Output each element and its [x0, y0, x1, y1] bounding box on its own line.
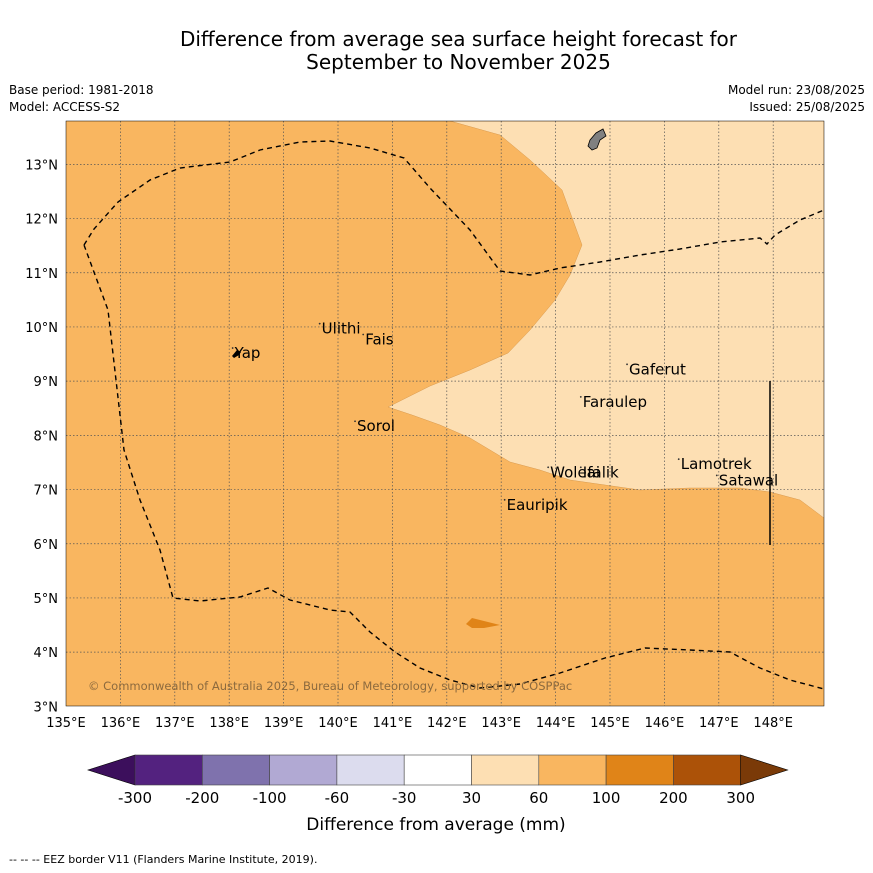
place-label: Eauripik [507, 496, 568, 514]
base-period: Base period: 1981-2018 [9, 83, 154, 97]
colorbar-segment [269, 754, 338, 786]
colorbar-segment [134, 754, 203, 786]
latitude-tick-label: 3°N [34, 700, 59, 715]
map-frame [65, 120, 825, 707]
longitude-labels: 135°E 136°E 137°E 138°E 139°E 140°E 141°E 142°E… [46, 716, 793, 731]
latitude-tick-label: 12°N [25, 213, 58, 228]
colorbar-extend-low [87, 754, 136, 786]
colorbar-tick-label: 200 [659, 789, 688, 807]
longitude-tick-label: 139°E [264, 716, 304, 731]
latitude-tick-label: 9°N [34, 375, 59, 390]
footer-note: -- -- -- EEZ border V11 (Flanders Marine… [9, 853, 318, 866]
meta-right: Model run: 23/08/2025 Issued: 25/08/2025 [728, 82, 865, 116]
longitude-tick-label: 144°E [536, 716, 576, 731]
latitude-tick-label: 7°N [34, 484, 59, 499]
colorbar-segment [538, 754, 607, 786]
colorbar-segment [202, 754, 270, 786]
title-line-2: September to November 2025 [306, 50, 611, 74]
place-label: Woleai [550, 463, 600, 481]
chart-title: Difference from average sea surface heig… [0, 28, 873, 74]
colorbar-segment [403, 754, 472, 786]
colorbar-tick-label: -300 [118, 789, 152, 807]
meta-left: Base period: 1981-2018 Model: ACCESS-S2 [9, 82, 154, 116]
latitude-labels: 13°N 12°N 11°N 10°N 9°N 8°N 7°N 6°N 5°N 4°N 3°N [25, 158, 58, 715]
place-label: Ifalik [583, 463, 619, 481]
latitude-tick-label: 6°N [34, 538, 59, 553]
place-label: Gaferut [629, 360, 686, 378]
colorbar-segment [673, 754, 742, 786]
longitude-tick-label: 138°E [209, 716, 249, 731]
colorbar-tick-label: -60 [325, 789, 350, 807]
place-marker [318, 322, 321, 325]
place-marker [547, 466, 550, 469]
place-label: Sorol [357, 417, 395, 435]
colorbar-segment [605, 754, 674, 786]
colorbar-tick-label: 30 [462, 789, 481, 807]
latitude-tick-label: 13°N [25, 158, 58, 173]
place-marker [503, 498, 506, 501]
place-marker [626, 363, 628, 366]
latitude-tick-label: 5°N [34, 592, 59, 607]
anomaly-100-200-patch [466, 618, 500, 628]
latitude-tick-label: 4°N [34, 646, 59, 661]
place-label: Fais [365, 331, 394, 349]
longitude-tick-label: 143°E [481, 716, 521, 731]
copyright-text: © Commonwealth of Australia 2025, Bureau… [88, 679, 572, 693]
latitude-tick-label: 8°N [34, 429, 59, 444]
place-marker [715, 474, 718, 477]
yap-island [232, 350, 241, 358]
model-name: Model: ACCESS-S2 [9, 100, 121, 114]
place-marker [231, 347, 234, 349]
place-label: Yap [234, 344, 261, 362]
colorbar: -300 -200 -100 -60 -30 30 60 100 200 300 [87, 754, 789, 807]
place-marker [677, 458, 680, 461]
place-label: Ulithi [322, 320, 361, 338]
longitude-tick-label: 145°E [590, 716, 630, 731]
place-label: Faraulep [583, 393, 647, 411]
longitude-tick-label: 135°E [46, 716, 86, 731]
guam-island [587, 128, 607, 151]
latitude-tick-label: 11°N [25, 267, 58, 282]
colorbar-tick-label: 60 [529, 789, 548, 807]
model-run: Model run: 23/08/2025 [727, 83, 865, 97]
place-label: Satawal [719, 471, 778, 489]
colorbar-tick-label: -100 [253, 789, 287, 807]
graticule [66, 121, 824, 706]
place-marker [354, 420, 356, 423]
longitude-tick-label: 148°E [753, 716, 793, 731]
place-marker [579, 395, 582, 398]
colorbar-tick-label: -200 [185, 789, 219, 807]
longitude-tick-label: 136°E [101, 716, 141, 731]
longitude-tick-label: 140°E [318, 716, 358, 731]
longitude-tick-label: 147°E [699, 716, 739, 731]
longitude-tick-label: 142°E [427, 716, 467, 731]
colorbar-extend-high [740, 754, 789, 786]
colorbar-segment [336, 754, 405, 786]
place-marker [362, 333, 365, 336]
colorbar-tick-label: 100 [592, 789, 621, 807]
place-label: Lamotrek [681, 455, 752, 473]
longitude-tick-label: 141°E [373, 716, 413, 731]
colorbar-tick-label: -30 [392, 789, 417, 807]
colorbar-segment [471, 754, 540, 786]
longitude-tick-label: 146°E [645, 716, 685, 731]
latitude-tick-label: 10°N [25, 321, 58, 336]
place-marker [579, 466, 582, 469]
issued-date: Issued: 25/08/2025 [749, 100, 865, 114]
colorbar-label: Difference from average (mm) [306, 815, 565, 835]
eez-border [83, 140, 824, 690]
colorbar-tick-label: 300 [726, 789, 755, 807]
title-line-1: Difference from average sea surface heig… [179, 27, 738, 51]
anomaly-30-60-region [387, 121, 824, 519]
longitude-tick-label: 137°E [155, 716, 195, 731]
